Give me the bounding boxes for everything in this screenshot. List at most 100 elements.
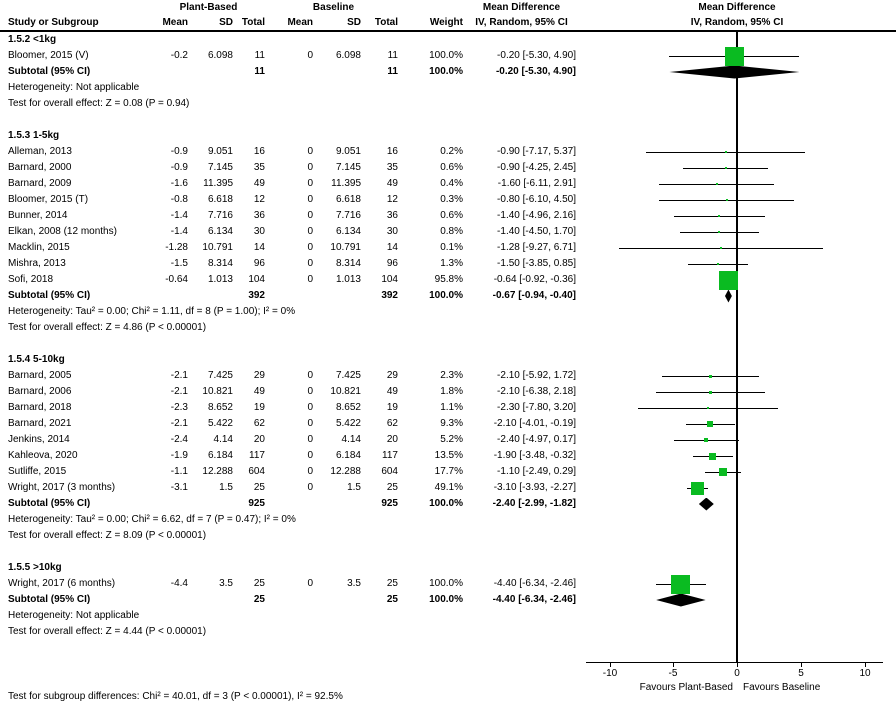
plot-point-square	[671, 574, 691, 594]
header-spacer	[0, 0, 150, 15]
col-mean1-header: Mean	[162, 17, 188, 28]
study-ci-text: -2.10 [-5.92, 1.72]	[497, 370, 576, 381]
study-total2: 96	[386, 258, 398, 269]
study-sd2: 7.145	[335, 162, 361, 173]
study-weight: 0.6%	[440, 162, 463, 173]
x-axis-line	[586, 662, 883, 663]
study-sd1: 12.288	[202, 466, 233, 477]
study-sd1: 6.098	[207, 50, 233, 61]
plot-point-square	[724, 46, 744, 66]
plot-point-square	[718, 231, 721, 233]
study-name: Barnard, 2005	[8, 370, 72, 381]
study-mean1: -3.1	[170, 482, 188, 493]
zero-reference-line	[736, 31, 738, 662]
axis-tick	[865, 662, 866, 667]
study-weight: 13.5%	[434, 450, 463, 461]
study-ci-text: -1.90 [-3.48, -0.32]	[493, 450, 576, 461]
study-total1: 19	[253, 402, 265, 413]
spacer-row	[0, 544, 896, 560]
study-total1: 96	[253, 258, 265, 269]
study-mean1: -4.4	[170, 578, 188, 589]
study-name: Bloomer, 2015 (V)	[8, 50, 89, 61]
subtotal-blank	[267, 592, 315, 608]
subtotal-blank	[190, 288, 235, 304]
study-name: Barnard, 2009	[8, 178, 72, 189]
overall-test-row: Test for overall effect: Z = 4.44 (P < 0…	[0, 624, 896, 640]
subtotal-blank	[315, 592, 363, 608]
study-row: Wright, 2017 (6 months) -4.4 3.5 25 0 3.5 25 10…	[0, 574, 896, 594]
subtotal-total1: 11	[254, 66, 265, 77]
study-total2: 11	[387, 50, 398, 61]
study-sd1: 4.14	[213, 434, 233, 445]
column-header-row: Study or Subgroup Mean SD Total Mean SD …	[0, 15, 896, 30]
axis-tick-label: -10	[602, 668, 618, 679]
study-sd1: 7.716	[207, 210, 233, 221]
study-sd2: 8.314	[335, 258, 361, 269]
study-ci-text: -2.30 [-7.80, 3.20]	[497, 402, 576, 413]
axis-tick-label: -5	[668, 668, 678, 679]
study-sd1: 7.145	[207, 162, 233, 173]
overall-test-text: Test for overall effect: Z = 4.44 (P < 0…	[8, 626, 207, 637]
plot-cell	[578, 176, 896, 192]
plot-cell	[578, 512, 896, 528]
subtotal-weight: 100.0%	[429, 498, 463, 509]
study-total2: 12	[386, 194, 398, 205]
axis-tick-label: 0	[734, 668, 740, 679]
method-header-plot: IV, Random, 95% CI	[690, 17, 784, 28]
study-weight: 5.2%	[440, 434, 463, 445]
subtotal-total2: 392	[381, 290, 398, 301]
study-sd1: 6.134	[207, 226, 233, 237]
study-name: Alleman, 2013	[8, 146, 72, 157]
study-sd1: 9.051	[207, 146, 233, 157]
axis-tick	[737, 662, 738, 667]
study-row: Bunner, 2014 -1.4 7.716 36 0 7.716 36 0.6% -1.40…	[0, 208, 896, 224]
plot-point-square	[716, 263, 719, 265]
study-mean2: 0	[307, 242, 313, 253]
study-row: Sofi, 2018 -0.64 1.013 104 0 1.013 104 95.8% -0.…	[0, 270, 896, 290]
study-name: Barnard, 2000	[8, 162, 72, 173]
study-total2: 35	[386, 162, 398, 173]
study-weight: 100.0%	[429, 50, 463, 61]
study-name: Barnard, 2021	[8, 418, 72, 429]
study-sd2: 4.14	[341, 434, 361, 445]
study-weight: 1.3%	[440, 258, 463, 269]
study-name: Wright, 2017 (3 months)	[8, 482, 116, 493]
axis-tick	[801, 662, 802, 667]
study-row: Barnard, 2018 -2.3 8.652 19 0 8.652 19 1.1% -2.3…	[0, 400, 896, 416]
study-mean2: 0	[307, 434, 313, 445]
study-total1: 25	[253, 578, 265, 589]
subtotal-label: Subtotal (95% CI)	[8, 66, 91, 77]
study-sd2: 10.821	[330, 386, 361, 397]
study-mean1: -2.3	[170, 402, 188, 413]
study-row: Jenkins, 2014 -2.4 4.14 20 0 4.14 20 5.2% -2.40 …	[0, 432, 896, 448]
study-mean1: -2.1	[170, 370, 188, 381]
study-total2: 117	[382, 450, 398, 461]
study-sd2: 7.716	[335, 210, 361, 221]
study-ci-text: -1.60 [-6.11, 2.91]	[497, 178, 576, 189]
plot-cell	[578, 128, 896, 144]
study-total1: 49	[253, 386, 265, 397]
study-mean2: 0	[307, 402, 313, 413]
subtotal-row: Subtotal (95% CI) 25 25 100.0% -4.40 [-6.34,…	[0, 592, 896, 608]
subtotal-blank	[150, 288, 190, 304]
plot-cell	[578, 304, 896, 320]
study-row: Bloomer, 2015 (V) -0.2 6.098 11 0 6.098 11 100.…	[0, 46, 896, 66]
heterogeneity-text: Heterogeneity: Tau² = 0.00; Chi² = 1.11,…	[8, 306, 296, 317]
study-sd2: 8.652	[335, 402, 361, 413]
study-name: Kahleova, 2020	[8, 450, 78, 461]
study-mean1: -1.1	[170, 466, 188, 477]
plot-point-square	[706, 407, 709, 409]
plot-cell	[578, 240, 896, 256]
study-weight: 9.3%	[440, 418, 463, 429]
study-sd2: 1.5	[347, 482, 361, 493]
study-sd1: 6.184	[207, 450, 233, 461]
study-row: Bloomer, 2015 (T) -0.8 6.618 12 0 6.618 12 0.3%…	[0, 192, 896, 208]
study-ci-text: -3.10 [-3.93, -2.27]	[493, 482, 576, 493]
study-weight: 0.2%	[440, 146, 463, 157]
subtotal-blank	[150, 592, 190, 608]
study-mean1: -1.28	[165, 242, 188, 253]
axis-tick-label: 5	[798, 668, 804, 679]
plot-cell	[578, 320, 896, 336]
study-mean2: 0	[307, 178, 313, 189]
subtotal-weight: 100.0%	[429, 594, 463, 605]
